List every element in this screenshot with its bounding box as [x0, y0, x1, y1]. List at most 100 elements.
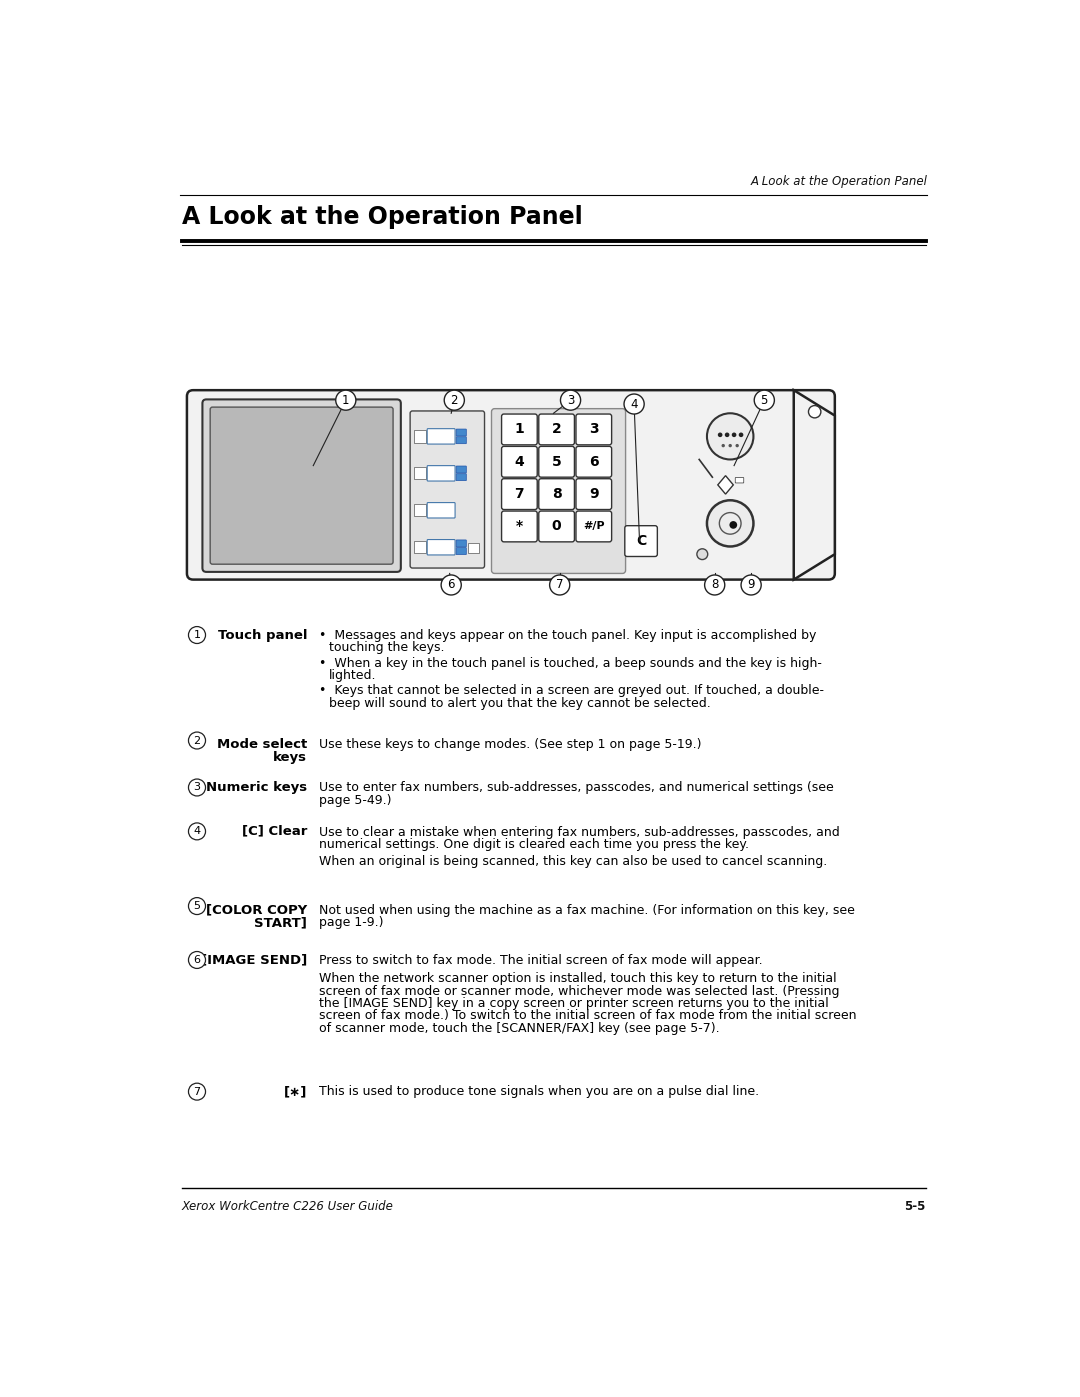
Text: 2: 2: [552, 422, 562, 436]
Circle shape: [561, 390, 581, 411]
Circle shape: [707, 414, 754, 460]
FancyBboxPatch shape: [187, 390, 835, 580]
Circle shape: [729, 444, 732, 447]
Text: 9: 9: [589, 488, 598, 502]
Text: screen of fax mode.) To switch to the initial screen of fax mode from the initia: screen of fax mode.) To switch to the in…: [320, 1009, 856, 1023]
Text: 4: 4: [631, 398, 638, 411]
FancyBboxPatch shape: [539, 447, 575, 478]
Circle shape: [189, 780, 205, 796]
Text: keys: keys: [273, 752, 307, 764]
Text: Touch panel: Touch panel: [217, 629, 307, 641]
Text: Use to enter fax numbers, sub-addresses, passcodes, and numerical settings (see: Use to enter fax numbers, sub-addresses,…: [320, 781, 834, 795]
FancyBboxPatch shape: [414, 467, 427, 479]
Text: 7: 7: [514, 488, 524, 502]
Text: 1: 1: [193, 630, 201, 640]
Text: 5-5: 5-5: [904, 1200, 926, 1213]
Text: *: *: [516, 520, 523, 534]
FancyBboxPatch shape: [456, 474, 467, 481]
Text: •  Messages and keys appear on the touch panel. Key input is accomplished by: • Messages and keys appear on the touch …: [320, 629, 816, 641]
Circle shape: [741, 576, 761, 595]
Circle shape: [729, 521, 738, 529]
Text: 0: 0: [552, 520, 562, 534]
FancyBboxPatch shape: [428, 429, 455, 444]
Circle shape: [718, 433, 723, 437]
FancyBboxPatch shape: [428, 539, 455, 555]
FancyBboxPatch shape: [202, 400, 401, 571]
Polygon shape: [718, 475, 733, 495]
Circle shape: [336, 390, 356, 411]
Text: START]: START]: [254, 916, 307, 930]
FancyBboxPatch shape: [456, 539, 467, 546]
FancyBboxPatch shape: [501, 414, 537, 444]
FancyBboxPatch shape: [469, 542, 480, 553]
Text: of scanner mode, touch the [SCANNER/FAX] key (see page 5-7).: of scanner mode, touch the [SCANNER/FAX]…: [320, 1021, 720, 1035]
Text: 5: 5: [193, 901, 201, 911]
Text: screen of fax mode or scanner mode, whichever mode was selected last. (Pressing: screen of fax mode or scanner mode, whic…: [320, 985, 840, 997]
Circle shape: [809, 405, 821, 418]
Text: 8: 8: [552, 488, 562, 502]
Text: When an original is being scanned, this key can also be used to cancel scanning.: When an original is being scanned, this …: [320, 855, 827, 869]
Text: 9: 9: [747, 578, 755, 591]
FancyBboxPatch shape: [576, 447, 611, 478]
FancyBboxPatch shape: [414, 504, 427, 517]
Text: the [IMAGE SEND] key in a copy screen or printer screen returns you to the initi: the [IMAGE SEND] key in a copy screen or…: [320, 997, 829, 1010]
Text: 8: 8: [711, 578, 718, 591]
Text: page 1-9.): page 1-9.): [320, 916, 384, 929]
Text: touching the keys.: touching the keys.: [328, 641, 444, 654]
Text: 5: 5: [552, 455, 562, 469]
Text: [COLOR COPY: [COLOR COPY: [206, 904, 307, 916]
Text: #/P: #/P: [583, 521, 605, 531]
FancyBboxPatch shape: [456, 429, 467, 436]
FancyBboxPatch shape: [211, 407, 393, 564]
Text: 3: 3: [589, 422, 598, 436]
FancyBboxPatch shape: [491, 409, 625, 573]
FancyBboxPatch shape: [501, 447, 537, 478]
Text: 7: 7: [556, 578, 564, 591]
Circle shape: [189, 823, 205, 840]
Circle shape: [189, 951, 205, 968]
Text: 3: 3: [567, 394, 575, 407]
FancyBboxPatch shape: [539, 479, 575, 510]
FancyBboxPatch shape: [410, 411, 485, 569]
Text: •  When a key in the touch panel is touched, a beep sounds and the key is high-: • When a key in the touch panel is touch…: [320, 657, 822, 669]
Circle shape: [725, 433, 729, 437]
Polygon shape: [794, 390, 835, 580]
FancyBboxPatch shape: [625, 525, 658, 556]
Circle shape: [189, 732, 205, 749]
Text: Numeric keys: Numeric keys: [206, 781, 307, 793]
Text: 3: 3: [193, 782, 201, 792]
Text: •  Keys that cannot be selected in a screen are greyed out. If touched, a double: • Keys that cannot be selected in a scre…: [320, 685, 824, 697]
Circle shape: [441, 576, 461, 595]
FancyBboxPatch shape: [539, 511, 575, 542]
FancyBboxPatch shape: [576, 479, 611, 510]
Circle shape: [739, 433, 743, 437]
Circle shape: [189, 627, 205, 644]
FancyBboxPatch shape: [735, 478, 744, 483]
Text: [∗]: [∗]: [284, 1085, 307, 1098]
Text: numerical settings. One digit is cleared each time you press the key.: numerical settings. One digit is cleared…: [320, 838, 750, 851]
Circle shape: [721, 444, 725, 447]
Circle shape: [707, 500, 754, 546]
Circle shape: [550, 576, 570, 595]
FancyBboxPatch shape: [501, 511, 537, 542]
FancyBboxPatch shape: [456, 467, 467, 474]
Text: This is used to produce tone signals when you are on a pulse dial line.: This is used to produce tone signals whe…: [320, 1085, 759, 1098]
FancyBboxPatch shape: [456, 437, 467, 444]
Circle shape: [624, 394, 644, 414]
Text: 1: 1: [342, 394, 350, 407]
Text: 7: 7: [193, 1087, 201, 1097]
Text: [IMAGE SEND]: [IMAGE SEND]: [201, 954, 307, 967]
Circle shape: [754, 390, 774, 411]
FancyBboxPatch shape: [456, 548, 467, 555]
FancyBboxPatch shape: [576, 414, 611, 444]
Text: 4: 4: [514, 455, 524, 469]
FancyBboxPatch shape: [539, 414, 575, 444]
Text: Press to switch to fax mode. The initial screen of fax mode will appear.: Press to switch to fax mode. The initial…: [320, 954, 764, 967]
Text: When the network scanner option is installed, touch this key to return to the in: When the network scanner option is insta…: [320, 972, 837, 985]
Text: Use to clear a mistake when entering fax numbers, sub-addresses, passcodes, and: Use to clear a mistake when entering fax…: [320, 826, 840, 840]
FancyBboxPatch shape: [576, 511, 611, 542]
Text: Use these keys to change modes. (See step 1 on page 5-19.): Use these keys to change modes. (See ste…: [320, 738, 702, 752]
Text: page 5-49.): page 5-49.): [320, 793, 392, 806]
Text: lighted.: lighted.: [328, 669, 376, 682]
Circle shape: [189, 898, 205, 915]
